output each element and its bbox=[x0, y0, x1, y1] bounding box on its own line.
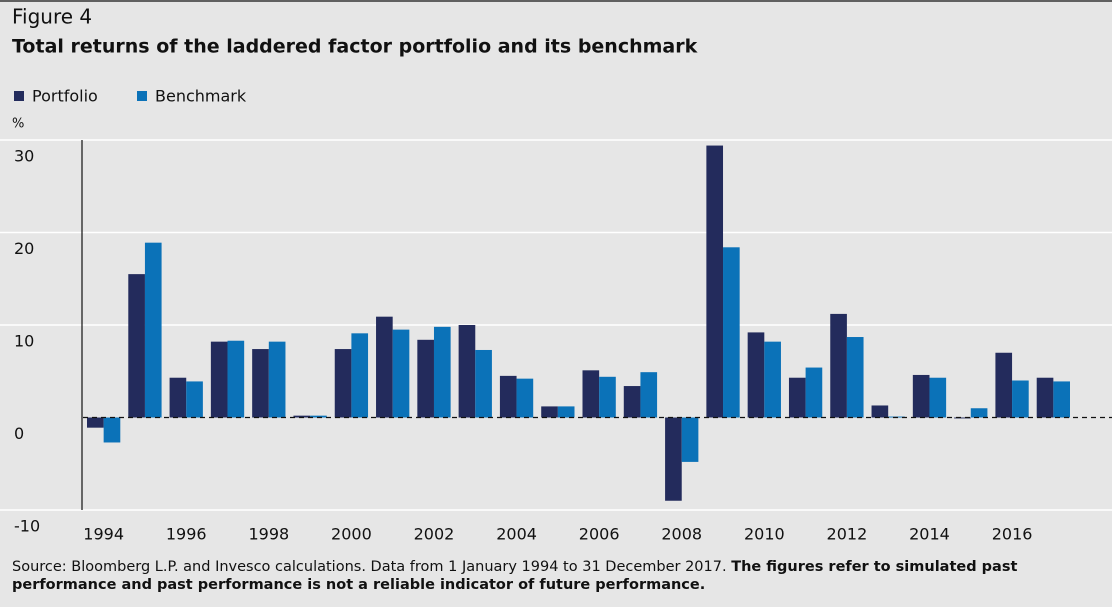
bar bbox=[475, 349, 492, 418]
x-tick-label: 2004 bbox=[496, 525, 537, 544]
x-tick-label: 2012 bbox=[827, 525, 868, 544]
note-bold: The figures refer to simulated past perf… bbox=[12, 559, 1018, 593]
bar bbox=[392, 329, 410, 418]
x-tick-label: 1998 bbox=[248, 525, 289, 544]
chart-title: Total returns of the laddered factor por… bbox=[12, 36, 698, 58]
bar bbox=[1036, 377, 1054, 418]
bar bbox=[747, 332, 765, 418]
bar bbox=[665, 417, 682, 501]
y-tick-label: 0 bbox=[14, 424, 24, 443]
y-tick-label: 10 bbox=[14, 332, 34, 351]
x-tick-label: 2000 bbox=[331, 525, 372, 544]
x-tick-label: 2006 bbox=[579, 525, 620, 544]
x-tick-label: 2008 bbox=[661, 525, 702, 544]
bar bbox=[351, 333, 369, 418]
bar bbox=[1053, 381, 1070, 418]
bar bbox=[623, 386, 641, 418]
bar bbox=[764, 341, 781, 418]
bar bbox=[169, 377, 187, 418]
y-tick-label: 30 bbox=[14, 147, 34, 166]
bar bbox=[929, 377, 947, 418]
bar bbox=[970, 408, 988, 418]
y-axis-label: % bbox=[12, 117, 24, 132]
bar bbox=[805, 367, 823, 418]
bar bbox=[210, 341, 228, 418]
bar bbox=[954, 417, 971, 419]
bar bbox=[310, 415, 327, 418]
legend-swatch bbox=[14, 91, 24, 101]
bar bbox=[788, 377, 806, 418]
source-note: Source: Bloomberg L.P. and Invesco calcu… bbox=[12, 558, 1107, 594]
bar bbox=[1012, 380, 1029, 418]
bar bbox=[458, 325, 476, 418]
x-tick-label: 1996 bbox=[166, 525, 207, 544]
bar bbox=[599, 376, 616, 418]
bar bbox=[268, 341, 286, 418]
bar bbox=[227, 340, 245, 418]
bar bbox=[681, 417, 699, 462]
bar bbox=[846, 337, 864, 418]
bar bbox=[582, 370, 600, 418]
figure-label: Figure 4 bbox=[12, 5, 92, 29]
bar bbox=[871, 405, 889, 418]
legend-label: Portfolio bbox=[32, 87, 98, 106]
note-text: Source: Bloomberg L.P. and Invesco calcu… bbox=[12, 559, 727, 575]
bar bbox=[830, 313, 847, 418]
x-tick-label: 2002 bbox=[414, 525, 455, 544]
legend-label: Benchmark bbox=[155, 87, 247, 106]
bar bbox=[293, 415, 311, 418]
legend-swatch bbox=[137, 91, 147, 101]
x-tick-label: 2014 bbox=[909, 525, 950, 544]
bar bbox=[499, 375, 517, 418]
bar bbox=[334, 349, 352, 418]
bar bbox=[516, 378, 534, 418]
bar bbox=[706, 145, 724, 418]
bar bbox=[912, 374, 930, 418]
x-tick-label: 2010 bbox=[744, 525, 785, 544]
bar bbox=[376, 316, 393, 418]
bar bbox=[186, 381, 203, 418]
y-tick-label: -10 bbox=[14, 517, 40, 536]
bar bbox=[995, 352, 1013, 418]
bar bbox=[103, 417, 121, 443]
bar bbox=[87, 417, 104, 428]
bar bbox=[640, 372, 658, 418]
bar bbox=[433, 326, 451, 418]
bar bbox=[557, 406, 575, 418]
bar bbox=[144, 242, 162, 418]
x-tick-label: 1994 bbox=[83, 525, 124, 544]
bar bbox=[723, 247, 740, 418]
bar bbox=[417, 339, 434, 418]
bar bbox=[252, 349, 269, 418]
bar bbox=[541, 406, 558, 418]
bar bbox=[128, 274, 145, 418]
x-tick-label: 2016 bbox=[992, 525, 1033, 544]
y-tick-label: 20 bbox=[14, 239, 34, 258]
